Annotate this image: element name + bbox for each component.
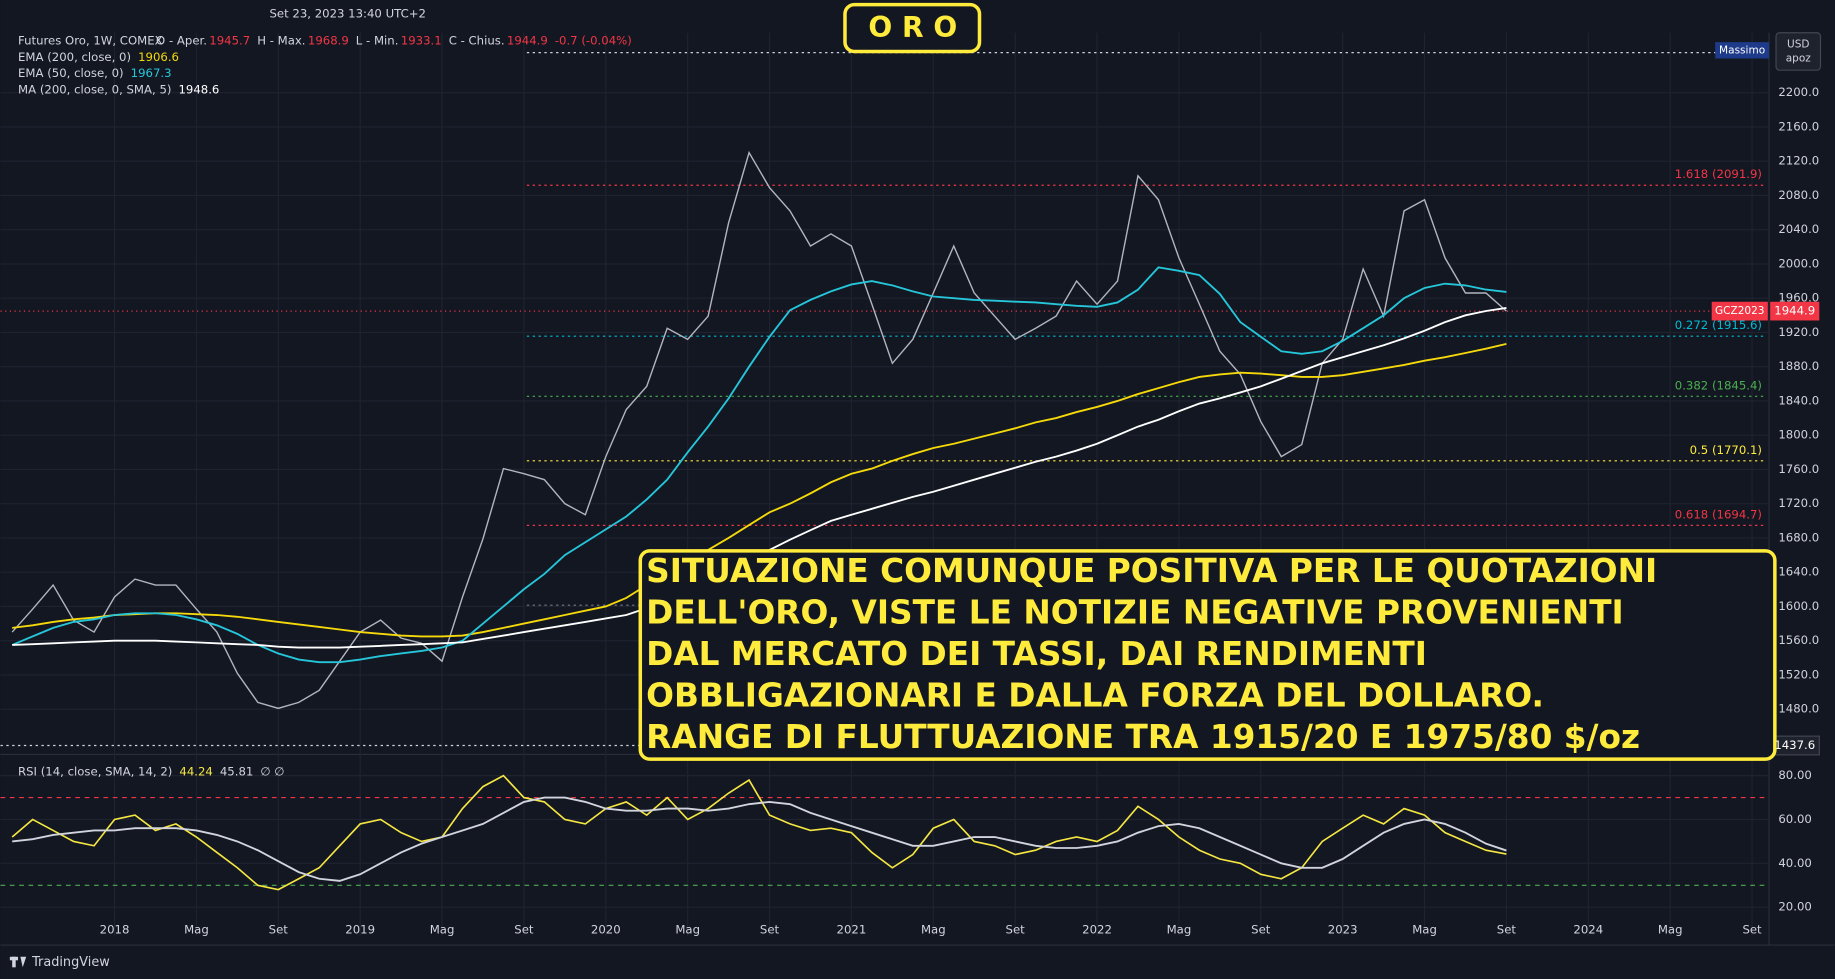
x-tick-label: Set — [514, 922, 534, 936]
series-line — [11, 150, 1507, 710]
y-tick-label: 1760.0 — [1778, 462, 1819, 476]
price-tag-name: GCZ2023 — [1715, 305, 1764, 317]
y-tick-label: 1720.0 — [1778, 496, 1819, 510]
brand-logo — [9, 956, 27, 968]
legend-value: 1906.6 — [138, 50, 179, 64]
y-tick-label: 2000.0 — [1778, 256, 1819, 270]
price-tag-name-bg — [1711, 301, 1768, 321]
price-tag-bg — [1770, 301, 1820, 321]
x-tick-label: Mag — [1658, 922, 1683, 936]
x-tick-label: Mag — [430, 922, 455, 936]
fib-label: 0.618 (1694.7) — [1675, 507, 1762, 521]
series-line — [12, 796, 1507, 882]
rsi-tick-label: 40.00 — [1778, 856, 1811, 870]
series-line — [11, 774, 1507, 891]
x-tick-label: 2018 — [100, 922, 130, 936]
plot: 1.618 (2091.9) 0.272 (1915.6) 0.382 (1845.… — [0, 32, 1770, 936]
y-tick-label: 1880.0 — [1778, 359, 1819, 373]
currency: USD — [1787, 38, 1809, 50]
rsi-tick-label: 60.00 — [1778, 812, 1811, 826]
ohlc-value: 1968.9 — [308, 33, 349, 47]
y-tick-label: 1920.0 — [1778, 325, 1819, 339]
y-tick-label: 1600.0 — [1778, 599, 1819, 613]
annotation-line: DAL MERCATO DEI TASSI, DAI RENDIMENTI — [646, 635, 1427, 673]
x-tick-label: 2019 — [345, 922, 375, 936]
x-tick-label: 2024 — [1573, 922, 1603, 936]
x-tick-label: Mag — [921, 922, 946, 936]
change: -0.7 (-0.04%) — [555, 33, 632, 47]
legend-entry: EMA (50, close, 0) — [18, 66, 124, 80]
x-tick-label: Set — [269, 922, 289, 936]
ohlc-label: O - Aper. — [156, 33, 207, 47]
y-tick-label: 1840.0 — [1778, 393, 1819, 407]
x-tick-label: 2020 — [591, 922, 621, 936]
x-tick-label: Mag — [184, 922, 209, 936]
y-tick-label: 1800.0 — [1778, 428, 1819, 442]
min-tag-value: 1437.6 — [1774, 738, 1815, 752]
unit: apoz — [1786, 52, 1812, 64]
legend-entry: EMA (200, close, 0) — [18, 50, 131, 64]
fib-label: 1.618 (2091.9) — [1675, 167, 1762, 181]
ohlc-label: H - Max. — [257, 33, 305, 47]
x-tick-label: 2023 — [1328, 922, 1358, 936]
max-label: Massimo — [1719, 44, 1765, 56]
y-tick-label: 2040.0 — [1778, 222, 1819, 236]
annotation-line: RANGE DI FLUTTUAZIONE TRA 1915/20 E 1975… — [646, 718, 1640, 756]
annotation-line: SITUAZIONE COMUNQUE POSITIVA PER LE QUOT… — [646, 552, 1657, 590]
legend-symbol: Futures Oro, 1W, COMEX — [18, 33, 163, 47]
y-tick-label: 2080.0 — [1778, 188, 1819, 202]
y-tick-label: 1640.0 — [1778, 565, 1819, 579]
y-tick-label: 2120.0 — [1778, 154, 1819, 168]
rsi-tick-label: 20.00 — [1778, 900, 1811, 914]
rsi-legend: RSI (14, close, SMA, 14, 2) — [18, 764, 172, 778]
annotation-box — [638, 549, 1777, 761]
y-tick-label: 1520.0 — [1778, 667, 1819, 681]
fib-label: 0.272 (1915.6) — [1675, 318, 1762, 332]
x-tick-label: Mag — [1412, 922, 1437, 936]
fib-label: 0.5 (1770.1) — [1690, 443, 1762, 457]
ohlc-label: L - Min. — [356, 33, 399, 47]
price-tag-value: 1944.9 — [1774, 304, 1815, 318]
fib-label: 0.382 (1845.4) — [1675, 378, 1762, 392]
y-tick-label: 1480.0 — [1778, 702, 1819, 716]
x-tick-label: 2021 — [837, 922, 867, 936]
rsi-legend-value: 45.81 — [220, 764, 253, 778]
brand: TradingView — [31, 955, 110, 970]
x-tick-label: 2022 — [1082, 922, 1112, 936]
legend-value: 1948.6 — [178, 83, 219, 97]
x-tick-label: Set — [1742, 922, 1762, 936]
ohlc-value: 1944.9 — [507, 33, 548, 47]
annotation-line: OBBLIGAZIONARI E DALLA FORZA DEL DOLLARO… — [646, 677, 1544, 715]
x-tick-label: Set — [760, 922, 780, 936]
x-tick-label: Set — [1497, 922, 1517, 936]
x-tick-label: Set — [1006, 922, 1026, 936]
title-box — [843, 2, 982, 54]
x-tick-label: Set — [1251, 922, 1271, 936]
y-tick-label: 1560.0 — [1778, 633, 1819, 647]
timestamp: Set 23, 2023 13:40 UTC+2 — [270, 7, 426, 21]
rsi-legend-value: 44.24 — [179, 764, 212, 778]
y-tick-label: 2160.0 — [1778, 119, 1819, 133]
x-tick-label: Mag — [1167, 922, 1192, 936]
annotation-line: DELL'ORO, VISTE LE NOTIZIE NEGATIVE PROV… — [646, 594, 1624, 632]
y-tick-label: 2200.0 — [1778, 85, 1819, 99]
legend-value: 1967.3 — [131, 66, 172, 80]
x-tick-label: Mag — [675, 922, 700, 936]
y-tick-label: 1960.0 — [1778, 291, 1819, 305]
series-line — [12, 342, 1507, 638]
chart-title: O R O — [868, 11, 957, 44]
ohlc-value: 1933.1 — [401, 33, 442, 47]
rsi-extra: ∅ ∅ — [260, 764, 284, 778]
max-tag — [1715, 42, 1770, 59]
rsi-tick-label: 80.00 — [1778, 768, 1811, 782]
ohlc-label: C - Chius. — [449, 33, 505, 47]
currency-box — [1775, 32, 1822, 71]
ohlc-value: 1945.7 — [209, 33, 250, 47]
legend-entry: MA (200, close, 0, SMA, 5) — [18, 83, 171, 97]
series-line — [11, 266, 1507, 664]
y-tick-label: 1680.0 — [1778, 530, 1819, 544]
